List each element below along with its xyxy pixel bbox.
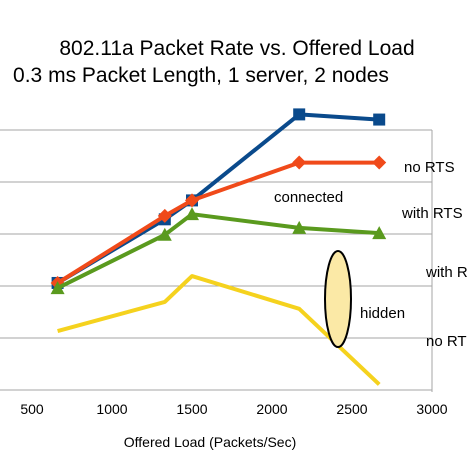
x-tick-label: 2500 <box>336 401 367 417</box>
annotation-connected: connected <box>274 189 343 206</box>
series-line-3 <box>57 274 381 386</box>
x-tick-label: 2000 <box>256 401 287 417</box>
axes: 500 1000 1500 2000 2500 3000 <box>20 130 448 417</box>
series-label-2: with R <box>425 264 468 281</box>
series-label-3: no RT <box>426 333 467 350</box>
marker-diamond-1-2 <box>185 193 199 208</box>
marker-triangle-2-2 <box>185 207 199 221</box>
series-label-0: no RTS <box>404 159 455 176</box>
marker-square-0-4 <box>373 113 386 126</box>
labels-layer: no RTS with RTS with R no RT connected hidden <box>274 159 468 350</box>
marker-triangle-2-3 <box>292 220 307 234</box>
series-layer <box>50 108 387 386</box>
x-tick-label: 1500 <box>176 401 207 417</box>
series-label-1: with RTS <box>401 205 463 222</box>
chart-title: 802.11a Packet Rate vs. Offered Load <box>59 37 415 60</box>
marker-square-0-3 <box>293 108 306 121</box>
marker-diamond-1-1 <box>157 208 172 223</box>
x-axis-label: Offered Load (Packets/Sec) <box>124 434 297 450</box>
hidden-ellipse <box>324 250 352 348</box>
marker-diamond-1-4 <box>372 155 387 170</box>
x-tick-label: 500 <box>20 401 44 417</box>
marker-triangle-2-0 <box>50 281 65 295</box>
x-tick-label: 3000 <box>416 401 447 417</box>
x-tick-label: 1000 <box>96 401 127 417</box>
marker-triangle-2-4 <box>372 226 387 240</box>
annotation-hidden: hidden <box>360 305 405 322</box>
grid <box>0 129 432 391</box>
marker-triangle-2-1 <box>157 227 172 241</box>
marker-diamond-1-3 <box>292 155 307 170</box>
chart-subtitle: 0.3 ms Packet Length, 1 server, 2 nodes <box>13 64 389 87</box>
